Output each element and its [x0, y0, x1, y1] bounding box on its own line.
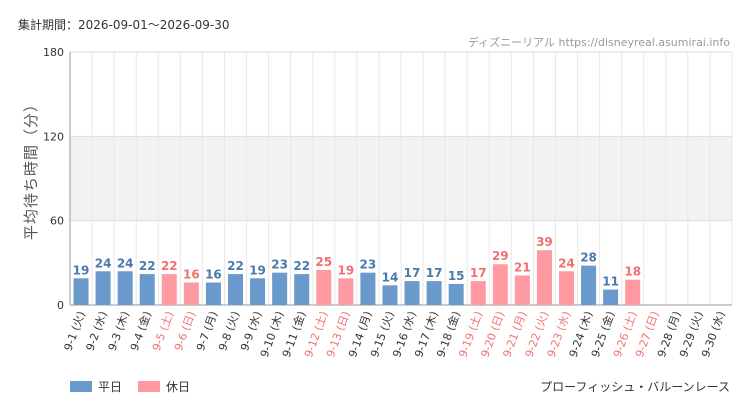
y-tick-label: 0 — [57, 299, 64, 312]
y-tick-label: 60 — [50, 215, 64, 228]
bar-value-label: 15 — [448, 269, 465, 283]
bar — [161, 274, 177, 305]
legend-item-weekday: 平日 — [70, 378, 122, 395]
source-credit: ディズニーリアル https://disneyreal.asumirai.inf… — [467, 36, 730, 49]
bar — [360, 272, 376, 305]
bar-value-label: 23 — [360, 258, 377, 272]
bar — [536, 250, 552, 305]
bar-value-label: 39 — [536, 235, 553, 249]
bar — [117, 271, 133, 305]
bar-value-label: 19 — [337, 263, 354, 277]
bar-value-label: 11 — [602, 275, 619, 289]
bar — [404, 281, 420, 305]
bar-value-label: 28 — [580, 251, 597, 265]
bar — [227, 274, 244, 305]
bar — [448, 283, 464, 305]
bar-value-label: 22 — [161, 259, 178, 273]
bar — [426, 281, 442, 305]
bar-value-label: 24 — [117, 256, 134, 270]
attraction-name: プローフィッシュ・バルーンレース — [540, 380, 730, 394]
bar — [183, 282, 199, 305]
bar-value-label: 19 — [249, 263, 266, 277]
bar-value-label: 17 — [404, 266, 421, 280]
bar — [205, 282, 221, 305]
bar — [338, 278, 354, 305]
bar — [382, 285, 398, 305]
bar — [514, 275, 530, 305]
y-tick-label: 120 — [43, 130, 64, 143]
bar — [250, 278, 266, 305]
bar — [316, 269, 332, 305]
legend: 平日 休日 — [70, 378, 206, 395]
bar — [294, 274, 310, 305]
bar — [581, 265, 597, 305]
bar — [272, 272, 288, 305]
legend-label-weekday: 平日 — [98, 380, 123, 394]
bar — [492, 264, 508, 305]
bar-value-label: 14 — [382, 270, 399, 284]
y-tick-label: 180 — [43, 46, 64, 59]
legend-swatch-weekday — [70, 381, 92, 392]
bar-value-label: 17 — [470, 266, 487, 280]
bar-value-label: 25 — [315, 255, 332, 269]
bar-value-label: 29 — [492, 249, 509, 263]
bar — [603, 289, 619, 305]
bar — [73, 278, 89, 305]
bar — [139, 274, 155, 305]
aggregation-period: 集計期間：2026-09-01～2026-09-30 — [18, 18, 230, 32]
bar-value-label: 23 — [271, 258, 288, 272]
bar — [95, 271, 111, 305]
legend-item-holiday: 休日 — [138, 378, 190, 395]
legend-label-holiday: 休日 — [166, 380, 191, 394]
bar-value-label: 16 — [183, 268, 200, 282]
bar-value-label: 22 — [227, 259, 244, 273]
bar-value-label: 24 — [558, 256, 575, 270]
bar — [558, 271, 575, 305]
bar — [470, 281, 486, 305]
bar-value-label: 22 — [293, 259, 310, 273]
bar-value-label: 22 — [139, 259, 156, 273]
legend-swatch-holiday — [138, 381, 161, 392]
bar-value-label: 18 — [624, 265, 641, 279]
bar-value-label: 24 — [95, 256, 112, 270]
bar-value-label: 21 — [514, 260, 531, 274]
bar-value-label: 16 — [205, 268, 222, 282]
bar — [625, 279, 641, 305]
bar-value-label: 19 — [73, 263, 90, 277]
bar-value-label: 17 — [426, 266, 443, 280]
